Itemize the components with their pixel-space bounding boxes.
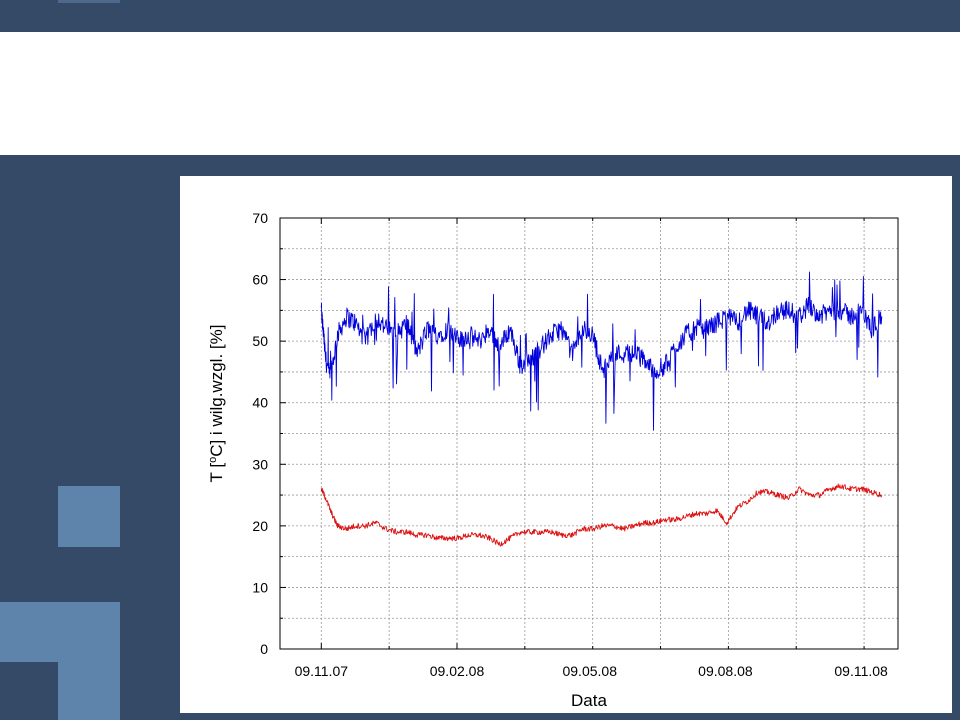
y-tick-label: 60 [252, 272, 268, 288]
temperature-series-line [320, 483, 883, 547]
y-tick-label: 30 [252, 456, 268, 472]
y-tick-label: 10 [252, 579, 268, 595]
humidity-series-line [320, 271, 883, 431]
y-axis-title-suffix: C] i wilg.wzgl. [%] [207, 325, 226, 457]
y-axis-title: T [oC] i wilg.wzgl. [%] [207, 325, 226, 483]
temperature-humidity-chart: 0 10 20 30 40 50 60 70 09.11.07 09.02.08 09.05.08 0… [207, 210, 899, 710]
x-tick-label: 09.08.08 [698, 663, 753, 679]
header-accent [58, 0, 120, 3]
x-tick-label: 09.05.08 [562, 663, 617, 679]
x-tick-label: 09.11.08 [834, 663, 888, 679]
y-tick-label: 50 [252, 333, 268, 349]
x-axis-title: Data [571, 691, 607, 710]
y-axis-title-prefix: T [ [207, 463, 226, 483]
decorative-notch [0, 662, 58, 720]
y-tick-label: 40 [252, 395, 268, 411]
header-band [0, 0, 960, 32]
x-tick-label: 09.02.08 [430, 663, 485, 679]
y-tick-label: 0 [260, 641, 268, 657]
series-layer [320, 271, 883, 547]
chart-axes: 0 10 20 30 40 50 60 70 09.11.07 09.02.08 09.05.08 0… [252, 210, 888, 679]
decorative-square [58, 486, 120, 547]
x-tick-label: 09.11.07 [295, 663, 349, 679]
y-axis-title-degree: o [207, 457, 219, 463]
chart-grid [280, 218, 898, 649]
y-tick-label: 20 [252, 518, 268, 534]
y-tick-label: 70 [252, 210, 268, 226]
chart-card: 0 10 20 30 40 50 60 70 09.11.07 09.02.08 09.05.08 0… [180, 176, 952, 713]
